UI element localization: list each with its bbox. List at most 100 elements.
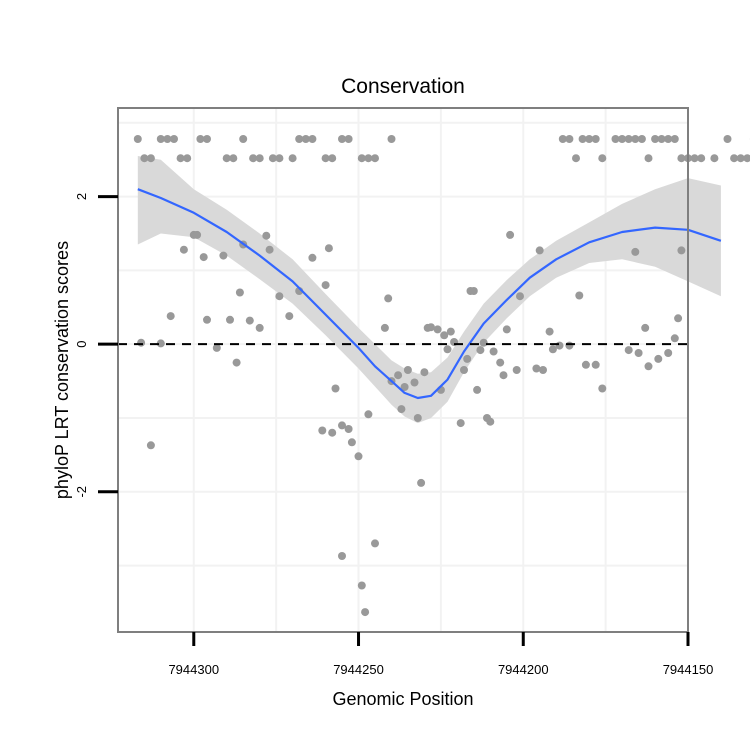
data-point [226, 315, 234, 324]
data-point [403, 366, 412, 374]
data-point [624, 346, 633, 355]
data-point [499, 371, 508, 380]
data-point [512, 366, 521, 374]
data-point [631, 135, 640, 143]
data-point [611, 135, 620, 143]
data-point [400, 383, 409, 391]
data-point [146, 154, 155, 163]
data-point [644, 362, 653, 371]
x-tick-label: 7944250 [333, 662, 384, 677]
data-point [433, 325, 442, 334]
data-point [631, 247, 640, 256]
data-point [275, 154, 284, 163]
data-point [170, 135, 178, 143]
data-point [456, 419, 465, 428]
data-point [479, 338, 488, 347]
data-point [545, 327, 554, 336]
data-point [585, 135, 594, 143]
data-point [308, 135, 317, 143]
data-point [548, 345, 557, 354]
data-point [463, 354, 472, 363]
data-point [222, 154, 231, 163]
data-point [255, 323, 264, 332]
data-point [295, 135, 304, 143]
data-point [417, 478, 426, 487]
data-point [212, 343, 221, 352]
smooth-line-layer [137, 188, 722, 400]
data-point [275, 292, 284, 301]
data-point [262, 231, 271, 240]
x-axis-ticks: 7944300 7944250 7944200 7944150 [168, 632, 713, 677]
data-point [364, 154, 373, 163]
y-tick-label: 0 [74, 341, 89, 348]
data-point [183, 154, 192, 163]
data-point [440, 331, 449, 340]
data-point [394, 371, 403, 380]
data-point [285, 312, 294, 321]
data-point [486, 417, 495, 426]
data-point [664, 135, 673, 143]
data-point [506, 230, 515, 239]
data-point [670, 334, 679, 343]
data-point [268, 154, 277, 163]
data-point [410, 378, 419, 387]
data-point [489, 347, 498, 356]
data-point [654, 354, 663, 363]
data-point [443, 345, 452, 354]
data-point [384, 294, 393, 303]
data-point [446, 327, 455, 336]
data-point [193, 230, 202, 239]
data-point [670, 135, 679, 143]
data-point [239, 135, 248, 143]
data-point [637, 135, 646, 143]
data-point [460, 366, 468, 374]
data-point [496, 358, 505, 367]
data-point [578, 135, 587, 143]
data-point [232, 358, 241, 367]
data-point [219, 251, 228, 260]
data-point [344, 135, 353, 143]
data-point [371, 539, 379, 548]
y-tick-label: -2 [74, 486, 89, 498]
y-tick-label: 2 [74, 193, 89, 200]
data-point [644, 154, 653, 163]
x-tick-label: 7944300 [168, 662, 219, 677]
x-tick-label: 7944200 [498, 662, 549, 677]
data-point [634, 349, 643, 357]
data-point [255, 154, 264, 163]
data-point [591, 135, 600, 143]
data-point [572, 154, 580, 163]
data-point [697, 154, 706, 163]
x-tick-label: 7944150 [663, 662, 714, 677]
data-point [710, 154, 719, 163]
data-points [133, 135, 750, 617]
data-point [641, 323, 650, 332]
data-point [338, 421, 346, 430]
data-point [288, 154, 297, 163]
data-point [163, 135, 172, 143]
chart-title: Conservation [341, 75, 465, 98]
data-point [736, 154, 745, 163]
data-point [380, 323, 389, 332]
data-point [146, 441, 155, 450]
data-point [235, 288, 244, 297]
data-point [664, 349, 673, 357]
data-point [265, 245, 274, 254]
data-point [535, 246, 544, 255]
data-point [338, 135, 346, 143]
data-point [328, 428, 337, 437]
data-point [308, 253, 317, 262]
data-point [473, 385, 482, 394]
data-point [674, 314, 683, 323]
data-point [364, 410, 373, 419]
data-point [591, 360, 600, 369]
y-axis-title: phyloP LRT conservation scores [52, 241, 72, 499]
data-point [140, 154, 149, 163]
data-point [324, 244, 333, 253]
x-axis-title: Genomic Position [332, 689, 473, 709]
data-point [624, 135, 633, 143]
data-point [539, 366, 547, 374]
smooth-line [137, 188, 722, 400]
data-point [581, 360, 590, 369]
data-point [331, 384, 340, 393]
